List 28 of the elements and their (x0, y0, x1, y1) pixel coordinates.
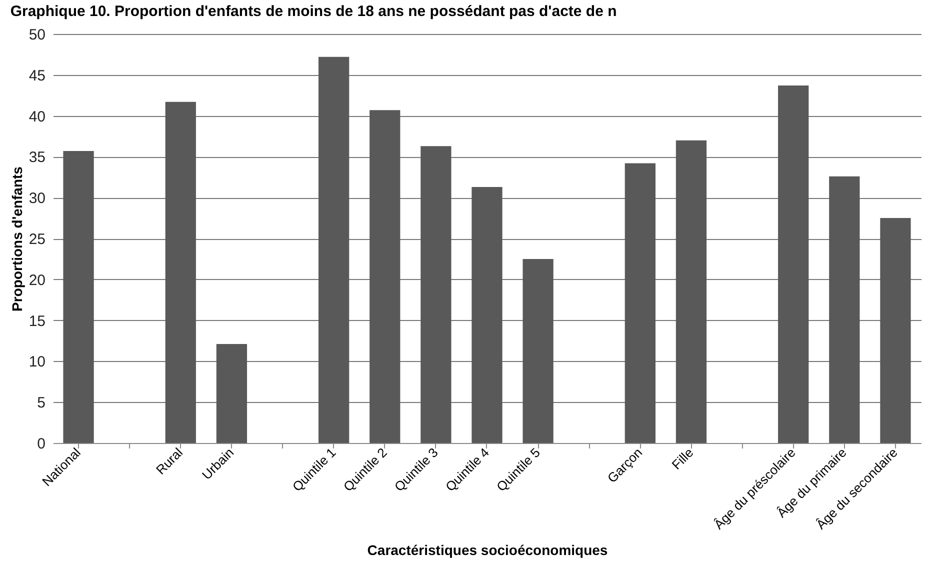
bar (370, 110, 400, 443)
y-tick-label: 10 (28, 354, 46, 371)
bar (676, 140, 707, 443)
bar (829, 176, 860, 443)
bar (216, 344, 248, 443)
bar (624, 163, 656, 443)
y-tick-label: 0 (37, 436, 46, 452)
y-tick-label: 15 (28, 312, 46, 330)
x-tick-label: Fille (668, 444, 696, 472)
bar (880, 218, 911, 443)
chart-title: Graphique 10. Proportion d'enfants de moins de 18 ans ne possédant pas d'acte de n (10, 3, 617, 20)
y-tick-label: 25 (28, 231, 46, 248)
y-tick-label: 20 (28, 272, 46, 289)
y-tick-label: 40 (28, 108, 46, 126)
bar (165, 102, 196, 443)
y-tick-label: 45 (28, 67, 46, 84)
bar (420, 146, 452, 443)
y-axis-title: Proportions d'enfants (8, 166, 25, 312)
y-tick-label: 35 (28, 149, 46, 166)
bar (522, 258, 554, 443)
x-axis-title: Caractéristiques socioéconomiques (367, 542, 608, 558)
bar (778, 86, 809, 443)
y-tick-label: 50 (28, 26, 46, 44)
bar (472, 186, 502, 443)
bar (318, 56, 350, 443)
y-tick-label: 30 (28, 190, 46, 208)
bar (63, 150, 94, 443)
y-tick-label: 5 (37, 394, 46, 412)
